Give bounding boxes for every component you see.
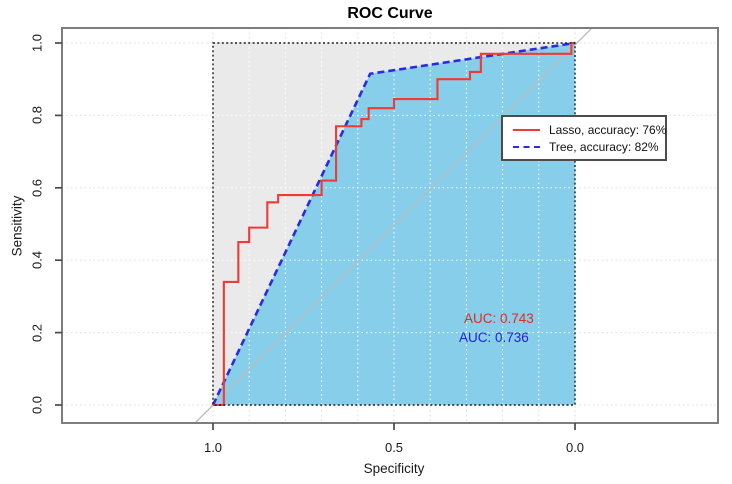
y-tick-label-1.0: 1.0 <box>29 33 45 53</box>
legend-box: Lasso, accuracy: 76% Tree, accuracy: 82% <box>501 115 667 161</box>
tree-line-sample <box>513 145 540 148</box>
tree-roc-curve <box>211 41 576 406</box>
y-tick-label-0.4: 0.4 <box>29 250 45 270</box>
lasso-line-sample <box>513 128 540 131</box>
legend-item-tree: Tree, accuracy: 82% <box>513 140 659 154</box>
legend-item-lasso: Lasso, accuracy: 76% <box>513 123 666 137</box>
chart-title: ROC Curve <box>347 5 433 22</box>
y-tick-label-0.2: 0.2 <box>29 323 45 343</box>
lasso-roc-curve <box>213 41 575 407</box>
x-tick-label-0.0: 0.0 <box>565 440 585 455</box>
auc-annotation-lasso: AUC: 0.743 <box>464 311 534 326</box>
legend-label-tree: Tree, accuracy: 82% <box>549 139 659 154</box>
y-tick-label-0.0: 0.0 <box>29 395 45 415</box>
y-tick-label-0.8: 0.8 <box>29 105 45 125</box>
x-tick-label-0.5: 0.5 <box>384 440 404 455</box>
legend-label-lasso: Lasso, accuracy: 76% <box>549 122 667 137</box>
x-axis-label: Specificity <box>363 461 425 476</box>
unit-square-border <box>212 42 576 406</box>
x-tick-label-1.0: 1.0 <box>203 440 223 455</box>
plot-box <box>61 27 719 424</box>
chance-diagonal-line <box>194 27 593 424</box>
auc-annotation-tree: AUC: 0.736 <box>459 330 529 345</box>
y-tick-label-0.6: 0.6 <box>29 178 45 198</box>
y-axis-label: Sensitivity <box>9 195 25 257</box>
